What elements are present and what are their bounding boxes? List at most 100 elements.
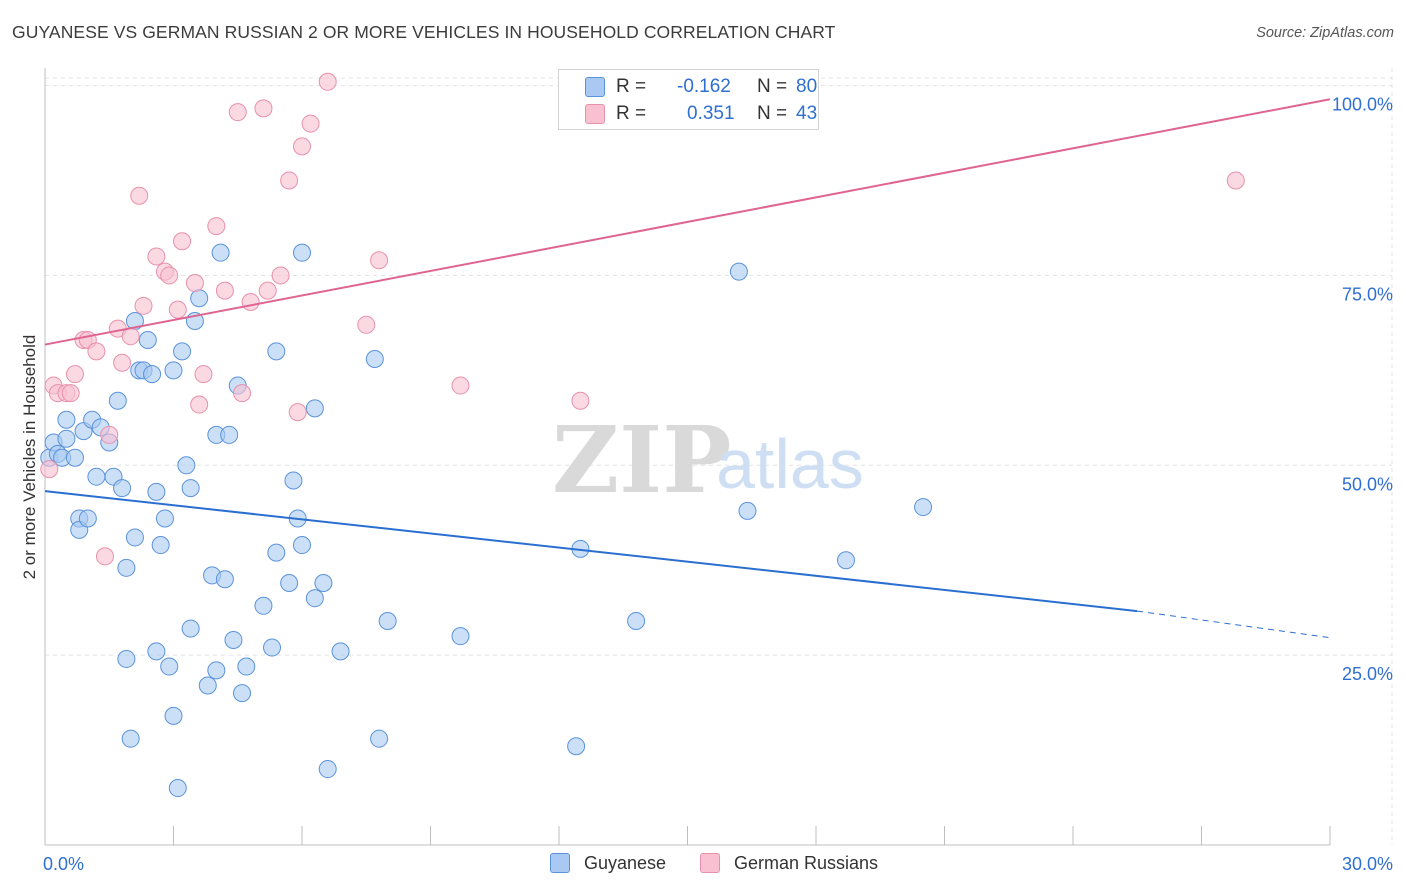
guyanese-point xyxy=(215,570,234,589)
german-russians-point xyxy=(258,281,277,300)
german-russians-point xyxy=(254,99,273,118)
r-label: R = xyxy=(616,103,647,124)
guyanese-point xyxy=(164,706,183,725)
german-russians-point xyxy=(357,315,376,334)
german-russians-point xyxy=(228,103,247,122)
y-axis-label: 2 or more Vehicles in Household xyxy=(20,334,39,580)
german-russians-point xyxy=(190,395,209,414)
guyanese-point xyxy=(87,467,106,486)
guyanese-point xyxy=(117,649,136,668)
german-russians-point xyxy=(173,232,192,251)
guyanese-swatch xyxy=(550,853,570,873)
guyanese-point xyxy=(627,611,646,630)
guyanese-point xyxy=(181,479,200,498)
guyanese-point xyxy=(365,349,384,368)
guyanese-point xyxy=(147,642,166,661)
guyanese-point xyxy=(314,574,333,593)
german-russians-point xyxy=(147,247,166,266)
guyanese-point xyxy=(370,729,389,748)
guyanese-point xyxy=(914,498,933,517)
guyanese-point xyxy=(57,429,76,448)
german-russians-point xyxy=(95,547,114,566)
guyanese-point xyxy=(318,760,337,779)
x-tick-label: 0.0% xyxy=(43,854,84,874)
guyanese-point xyxy=(237,657,256,676)
guyanese-point xyxy=(113,479,132,498)
trend-lines xyxy=(44,98,1331,639)
guyanese-point xyxy=(378,611,397,630)
correlation-legend: R = -0.162 N = 80 R = 0.351 N = 43 xyxy=(558,69,819,130)
guyanese-point xyxy=(181,619,200,638)
guyanese-point xyxy=(143,365,162,384)
guyanese-point xyxy=(254,596,273,615)
r-label: R = xyxy=(616,76,647,97)
guyanese-point xyxy=(267,342,286,361)
german-russians-point xyxy=(40,460,59,479)
y-tick-label: 100.0% xyxy=(1332,95,1393,115)
guyanese-point xyxy=(220,425,239,444)
german-russians-point xyxy=(160,266,179,285)
guyanese-point xyxy=(305,399,324,418)
x-tick-label: 30.0% xyxy=(1342,854,1393,874)
n-label: N = xyxy=(757,103,788,124)
german-russians-point xyxy=(1226,171,1245,190)
guyanese-swatch xyxy=(585,77,605,97)
german-russians-swatch xyxy=(585,104,605,124)
german-russians-trend-line xyxy=(44,98,1331,346)
n-value: 80 xyxy=(796,76,818,97)
german-russians-point xyxy=(207,217,226,236)
legend-label: Guyanese xyxy=(584,853,667,873)
guyanese-point xyxy=(155,509,174,528)
guyanese-point xyxy=(451,627,470,646)
guyanese-point xyxy=(293,536,311,555)
guyanese-trend-extension xyxy=(1137,610,1331,639)
guyanese-point xyxy=(267,543,286,562)
german-russians-point xyxy=(318,72,337,91)
german-russians-point xyxy=(87,342,106,361)
guyanese-point xyxy=(147,482,166,501)
guyanese-point xyxy=(173,342,192,361)
guyanese-point xyxy=(836,551,855,570)
guyanese-point xyxy=(263,638,282,657)
german-russians-point xyxy=(451,376,470,395)
guyanese-point xyxy=(280,574,299,593)
guyanese-point xyxy=(233,684,252,703)
legend-label: German Russians xyxy=(734,853,879,873)
german-russians-point xyxy=(233,384,252,403)
german-russians-swatch xyxy=(700,853,720,873)
y-tick-label: 75.0% xyxy=(1342,284,1393,304)
guyanese-point xyxy=(224,630,243,649)
guyanese-point xyxy=(125,528,144,547)
german-russians-point xyxy=(280,171,299,190)
guyanese-point xyxy=(121,729,140,748)
german-russians-point xyxy=(194,365,213,384)
german-russians-point xyxy=(185,274,204,293)
guyanese-point xyxy=(738,501,757,520)
source-credit: Source: ZipAtlas.com xyxy=(1256,25,1394,41)
guyanese-point xyxy=(284,471,303,490)
german-russians-point xyxy=(215,281,234,300)
german-russians-point xyxy=(271,266,290,285)
watermark-atlas: atlas xyxy=(716,425,864,503)
guyanese-point xyxy=(198,676,217,695)
r-value: -0.162 xyxy=(677,76,731,97)
data-points xyxy=(40,72,1245,798)
guyanese-point xyxy=(151,536,170,555)
german-russians-point xyxy=(241,293,260,312)
guyanese-point xyxy=(117,558,136,577)
guyanese-point xyxy=(190,289,209,308)
german-russians-point xyxy=(168,300,187,319)
n-value: 43 xyxy=(796,103,818,124)
guyanese-point xyxy=(729,262,748,281)
german-russians-point xyxy=(65,365,84,384)
guyanese-point xyxy=(305,589,324,608)
watermark-zip: ZIP xyxy=(552,406,731,514)
y-tick-label: 25.0% xyxy=(1342,664,1393,684)
tick-labels: 25.0% 50.0% 75.0% 100.0% 0.0% 30.0% xyxy=(43,95,1393,874)
guyanese-point xyxy=(108,391,127,410)
german-russians-point xyxy=(370,251,389,270)
german-russians-point xyxy=(113,353,132,372)
guyanese-point xyxy=(160,657,179,676)
